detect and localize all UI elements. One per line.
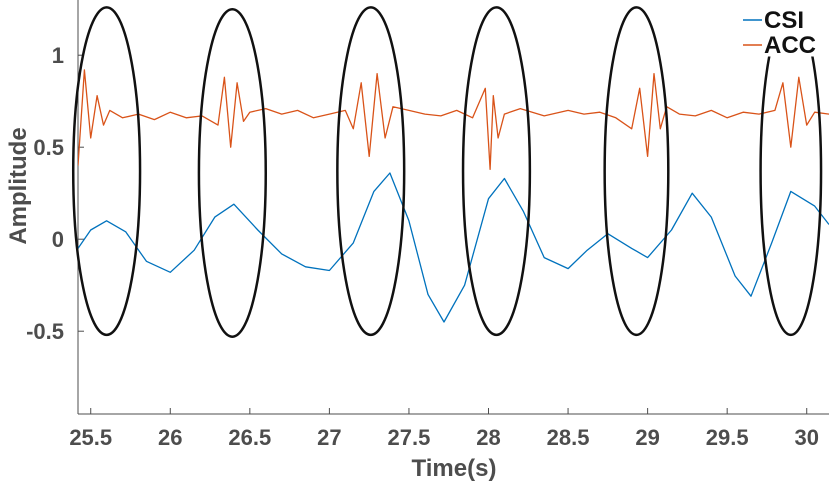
series-line-csi <box>78 172 829 323</box>
y-tick-label: 0 <box>52 227 64 252</box>
annotation-group <box>71 6 823 338</box>
legend-box <box>739 3 829 57</box>
series-line-acc <box>78 69 829 170</box>
series-group <box>78 69 829 323</box>
y-axis-label: Amplitude <box>5 127 32 244</box>
x-ticks: 25.5 26 26.5 27 27.5 28 28.5 29 29.5 30 <box>69 408 819 450</box>
y-ticks: -0.5 0 0.5 1 <box>26 43 84 344</box>
x-tick-label: 30 <box>794 425 818 450</box>
highlight-ellipse <box>461 6 532 337</box>
x-tick-label: 29 <box>635 425 659 450</box>
x-tick-label: 25.5 <box>69 425 112 450</box>
legend-label-acc: ACC <box>764 32 816 59</box>
x-tick-label: 28.5 <box>547 425 590 450</box>
legend-label-csi: CSI <box>764 7 804 34</box>
x-tick-label: 27.5 <box>388 425 431 450</box>
y-tick-label: -0.5 <box>26 319 64 344</box>
highlight-ellipse <box>71 6 142 337</box>
highlight-ellipse <box>336 6 406 337</box>
x-tick-label: 27 <box>317 425 341 450</box>
x-tick-label: 26.5 <box>228 425 271 450</box>
x-tick-label: 29.5 <box>706 425 749 450</box>
highlight-ellipse <box>603 6 670 337</box>
x-tick-label: 28 <box>476 425 500 450</box>
y-tick-label: 1 <box>52 43 64 68</box>
highlight-ellipse <box>197 7 268 338</box>
x-tick-label: 26 <box>158 425 182 450</box>
y-tick-label: 0.5 <box>33 135 64 160</box>
x-axis-label: Time(s) <box>412 455 497 482</box>
